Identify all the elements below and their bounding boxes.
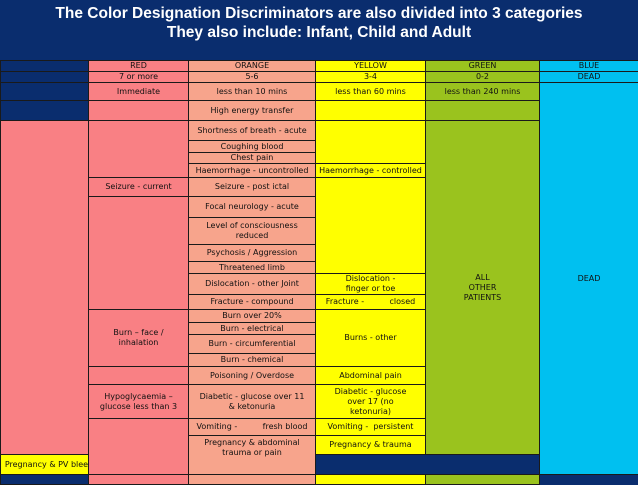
burn20-cell: Burn over 20%	[189, 310, 316, 323]
burn-face-label: Burn – face / inhalation	[99, 328, 179, 348]
empty-red-cell	[89, 197, 189, 310]
slide-title: The Color Designation Discriminators are…	[0, 4, 638, 42]
frac-compound-cell: Fracture - compound	[189, 295, 316, 310]
title-line-2: They also include: Infant, Child and Adu…	[0, 23, 638, 42]
header-green: GREEN	[426, 61, 540, 72]
bottom-green-cell	[426, 475, 540, 485]
burn-chem-cell: Burn - chemical	[189, 354, 316, 367]
row-label-cell	[1, 101, 89, 121]
hypo-label: Hypoglycaemia – glucose less than 3	[93, 392, 185, 412]
row-label-cell	[1, 61, 89, 72]
score-green: 0-2	[426, 72, 540, 83]
hypo-cell: Hypoglycaemia – glucose less than 3	[89, 385, 189, 419]
row-label-cell	[1, 475, 89, 485]
dead-cell: DEAD	[540, 83, 638, 475]
all-other-label: ALL OTHER PATIENTS	[461, 273, 505, 303]
vom-persist-cell: Vomiting - persistent	[316, 419, 426, 436]
bottom-red-cell	[89, 475, 189, 485]
preg-pv-label: Pregnancy & PV bleed	[3, 460, 89, 470]
table-row: RED ORANGE YELLOW GREEN BLUE	[1, 61, 638, 72]
table-row	[1, 475, 638, 485]
burn-face-cell: Burn – face / inhalation	[89, 310, 189, 367]
bottom-orange-cell	[189, 475, 316, 485]
vom-blood-cell: Vomiting - fresh blood	[189, 419, 316, 436]
loc-label: Level of consciousness reduced	[203, 221, 301, 241]
burn-circ-cell: Burn - circumferential	[189, 335, 316, 354]
preg-pv-cell: Pregnancy & PV bleed	[1, 455, 89, 475]
header-red: RED	[89, 61, 189, 72]
empty-yellow-cell	[316, 101, 426, 121]
row-label-cell	[1, 83, 89, 101]
score-yellow: 3-4	[316, 72, 426, 83]
time-red: Immediate	[89, 83, 189, 101]
loc-cell: Level of consciousness reduced	[189, 218, 316, 245]
empty-red-cell	[89, 101, 189, 121]
bottom-yellow-cell	[316, 475, 426, 485]
seizure-post-cell: Seizure - post ictal	[189, 178, 316, 197]
row-label-cell	[1, 72, 89, 83]
empty-green-cell	[426, 101, 540, 121]
title-line-1: The Color Designation Discriminators are…	[0, 4, 638, 23]
diab17-cell: Diabetic - glucose over 17 (no ketonuria…	[316, 385, 426, 419]
empty-red-cell	[89, 121, 189, 178]
haem-uncontrolled-cell: Haemorrhage - uncontrolled	[189, 164, 316, 178]
table-row: Immediate less than 10 mins less than 60…	[1, 83, 638, 101]
header-orange: ORANGE	[189, 61, 316, 72]
score-red: 7 or more	[89, 72, 189, 83]
time-yellow: less than 60 mins	[316, 83, 426, 101]
abdo-cell: Abdominal pain	[316, 367, 426, 385]
time-green: less than 240 mins	[426, 83, 540, 101]
discriminators-label-cell	[1, 121, 89, 455]
psychosis-cell: Psychosis / Aggression	[189, 245, 316, 262]
disloc-other-label: Dislocation - other Joint	[198, 279, 306, 289]
disloc-finger-label: Dislocation - finger or toe	[341, 274, 401, 294]
diab11-cell: Diabetic - glucose over 11 & ketonuria	[189, 385, 316, 419]
cough-cell: Coughing blood	[189, 141, 316, 153]
empty-yellow-cell	[316, 178, 426, 274]
time-orange: less than 10 mins	[189, 83, 316, 101]
sob-cell: Shortness of breath - acute	[189, 121, 316, 141]
diab11-label: Diabetic - glucose over 11 & ketonuria	[196, 392, 308, 412]
disloc-finger-cell: Dislocation - finger or toe	[316, 274, 426, 295]
diab17-label: Diabetic - glucose over 17 (no ketonuria…	[331, 387, 411, 417]
score-blue: DEAD	[540, 72, 638, 83]
table-row: 7 or more 5-6 3-4 0-2 DEAD	[1, 72, 638, 83]
preg-trauma-cell: Pregnancy & trauma	[316, 436, 426, 455]
score-orange: 5-6	[189, 72, 316, 83]
header-yellow: YELLOW	[316, 61, 426, 72]
burn-elec-cell: Burn - electrical	[189, 323, 316, 335]
preg-abdo-label: Pregnancy & abdominal trauma or pain	[199, 438, 305, 458]
burns-other-cell: Burns - other	[316, 310, 426, 367]
empty-yellow-cell	[316, 121, 426, 164]
frac-closed-cell: Fracture - closed	[316, 295, 426, 310]
high-energy-cell: High energy transfer	[189, 101, 316, 121]
chest-cell: Chest pain	[189, 153, 316, 164]
triage-table: RED ORANGE YELLOW GREEN BLUE 7 or more 5…	[0, 60, 638, 485]
focal-cell: Focal neurology - acute	[189, 197, 316, 218]
all-other-cell: ALL OTHER PATIENTS	[426, 121, 540, 455]
poison-cell: Poisoning / Overdose	[189, 367, 316, 385]
seizure-current-cell: Seizure - current	[89, 178, 189, 197]
header-blue: BLUE	[540, 61, 638, 72]
limb-cell: Threatened limb	[189, 262, 316, 274]
disloc-other-cell: Dislocation - other Joint	[189, 274, 316, 295]
haem-controlled-cell: Haemorrhage - controlled	[316, 164, 426, 178]
empty-red-cell	[89, 367, 189, 385]
preg-abdo-cell: Pregnancy & abdominal trauma or pain	[189, 436, 316, 475]
empty-red-cell	[89, 419, 189, 475]
